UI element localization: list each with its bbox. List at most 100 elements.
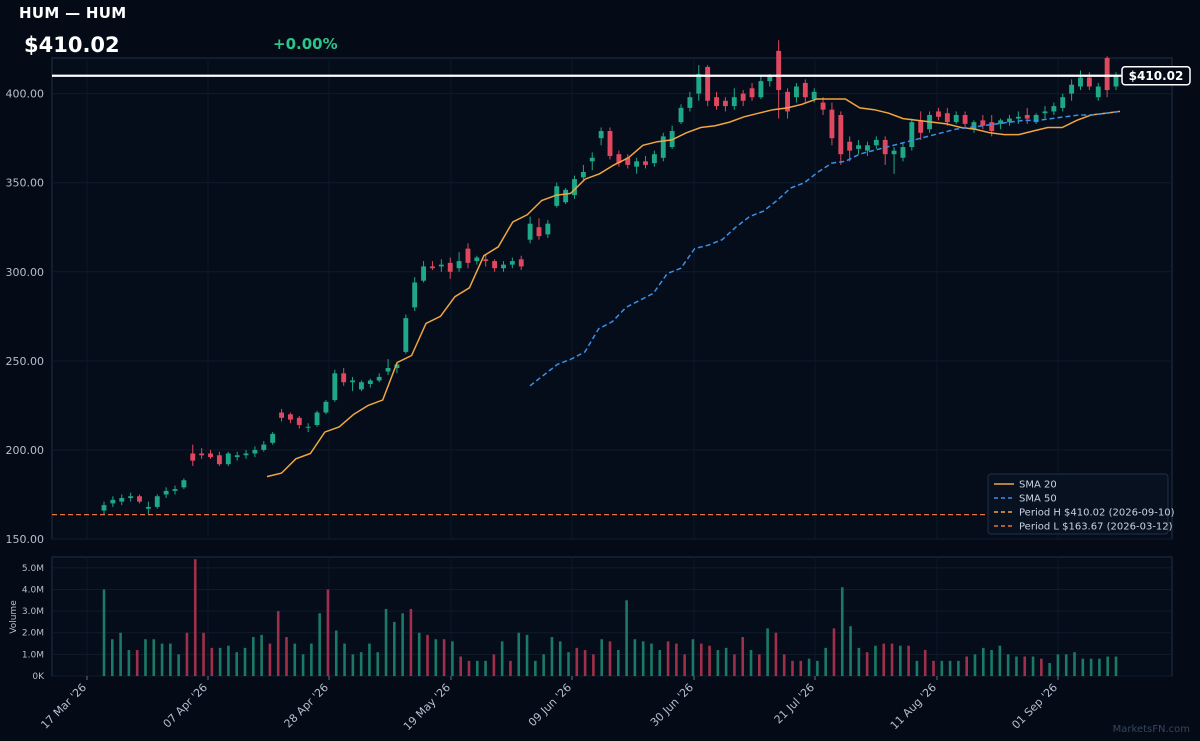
volume-bar bbox=[791, 660, 794, 676]
candle bbox=[208, 449, 213, 459]
volume-bar bbox=[434, 639, 438, 676]
candle-body bbox=[793, 86, 799, 98]
volume-bar bbox=[1073, 652, 1076, 676]
volume-bar bbox=[525, 634, 529, 676]
candle bbox=[616, 150, 622, 167]
candle-body bbox=[483, 259, 489, 262]
volume-bar bbox=[874, 645, 877, 676]
candle-body bbox=[864, 145, 870, 151]
volume-bar bbox=[699, 643, 703, 676]
candle-body bbox=[714, 97, 719, 107]
candle bbox=[199, 448, 205, 459]
volume-bar bbox=[334, 630, 338, 676]
volume-tick-label: 3.0M bbox=[22, 607, 44, 617]
candle-body bbox=[971, 122, 977, 130]
volume-bar bbox=[509, 660, 512, 676]
current-price: $410.02 bbox=[24, 33, 120, 57]
legend-label-period_low: Period L $163.67 (2026-03-12) bbox=[1019, 522, 1173, 533]
candle bbox=[634, 157, 640, 174]
candle-body bbox=[518, 259, 524, 267]
volume-bar bbox=[210, 647, 214, 676]
candle bbox=[287, 412, 293, 424]
volume-bar bbox=[401, 613, 404, 676]
candle-body bbox=[643, 161, 648, 165]
volume-bar bbox=[260, 634, 263, 676]
candle-body bbox=[705, 66, 711, 101]
candle-body bbox=[758, 81, 764, 98]
candle bbox=[900, 143, 906, 162]
candle-body bbox=[1095, 86, 1101, 98]
volume-bar bbox=[152, 639, 156, 676]
candle bbox=[305, 423, 311, 433]
candle-body bbox=[261, 444, 267, 450]
volume-bar bbox=[708, 645, 711, 676]
candle-body bbox=[598, 131, 604, 139]
sma20-line bbox=[266, 98, 1121, 478]
candle bbox=[545, 220, 551, 238]
date-axis: 17 Mar '26 07 Apr '26 28 Apr '26 19 May '26… bbox=[38, 676, 1060, 733]
date-tick-label: 19 May '26 bbox=[401, 681, 453, 733]
volume-bar bbox=[534, 660, 537, 676]
volume-bar bbox=[517, 632, 521, 676]
volume-bar bbox=[558, 641, 562, 676]
candle bbox=[145, 501, 151, 515]
moving-averages bbox=[266, 98, 1121, 478]
candle-body bbox=[936, 111, 941, 117]
volume-bar bbox=[840, 587, 844, 676]
candle bbox=[687, 91, 693, 112]
candle bbox=[225, 451, 231, 466]
candle-body bbox=[385, 367, 391, 372]
watermark: MarketsFN.com bbox=[1112, 724, 1190, 735]
volume-bar bbox=[135, 650, 139, 676]
candle-body bbox=[137, 496, 142, 502]
candle bbox=[421, 261, 427, 283]
candle-body bbox=[660, 136, 666, 158]
volume-bar bbox=[1040, 658, 1043, 676]
volume-axis-label: Volume bbox=[9, 600, 19, 634]
candle bbox=[625, 154, 631, 169]
candle bbox=[518, 255, 524, 270]
volume-bar bbox=[658, 650, 662, 676]
volume-bar bbox=[824, 647, 827, 676]
candle-body bbox=[731, 97, 737, 107]
volume-bar bbox=[393, 621, 396, 676]
candle-body bbox=[1007, 118, 1012, 123]
volume-bar bbox=[741, 637, 745, 676]
price-panel-frame bbox=[51, 57, 1173, 540]
candle bbox=[829, 102, 835, 146]
volume-bar bbox=[318, 613, 321, 676]
candle bbox=[589, 152, 595, 171]
volume-bar bbox=[583, 650, 587, 676]
candle bbox=[367, 378, 373, 388]
candle-body bbox=[776, 50, 782, 91]
volume-bar bbox=[368, 643, 371, 676]
price-tick-label: 250.00 bbox=[6, 355, 45, 368]
candle bbox=[110, 496, 116, 507]
volume-bar bbox=[218, 647, 222, 676]
volume-bar bbox=[857, 647, 861, 676]
candle-body bbox=[811, 91, 817, 99]
price-tick-label: 350.00 bbox=[6, 177, 45, 190]
candle-body bbox=[749, 88, 755, 98]
candle-body bbox=[172, 489, 178, 491]
candle bbox=[749, 82, 755, 101]
candle-body bbox=[953, 115, 959, 123]
volume-bar bbox=[252, 637, 255, 676]
volume-bar bbox=[384, 608, 388, 676]
candle bbox=[643, 155, 648, 169]
legend-box bbox=[987, 473, 1169, 535]
candle-body bbox=[234, 455, 240, 458]
candle-body bbox=[358, 382, 364, 390]
candle-body bbox=[190, 453, 196, 461]
price-axis: 150.00 200.00 250.00 300.00 350.00 400.00 bbox=[6, 88, 45, 546]
candle bbox=[385, 359, 391, 376]
volume-bar bbox=[724, 647, 728, 676]
candle-body bbox=[802, 82, 808, 98]
volume-bar bbox=[865, 652, 869, 676]
candle bbox=[980, 115, 986, 130]
volume-bar bbox=[417, 632, 421, 676]
candle-body bbox=[572, 179, 577, 196]
volume-tick-label: 1.0M bbox=[22, 650, 44, 660]
candle bbox=[731, 88, 737, 110]
candle bbox=[1042, 106, 1048, 119]
